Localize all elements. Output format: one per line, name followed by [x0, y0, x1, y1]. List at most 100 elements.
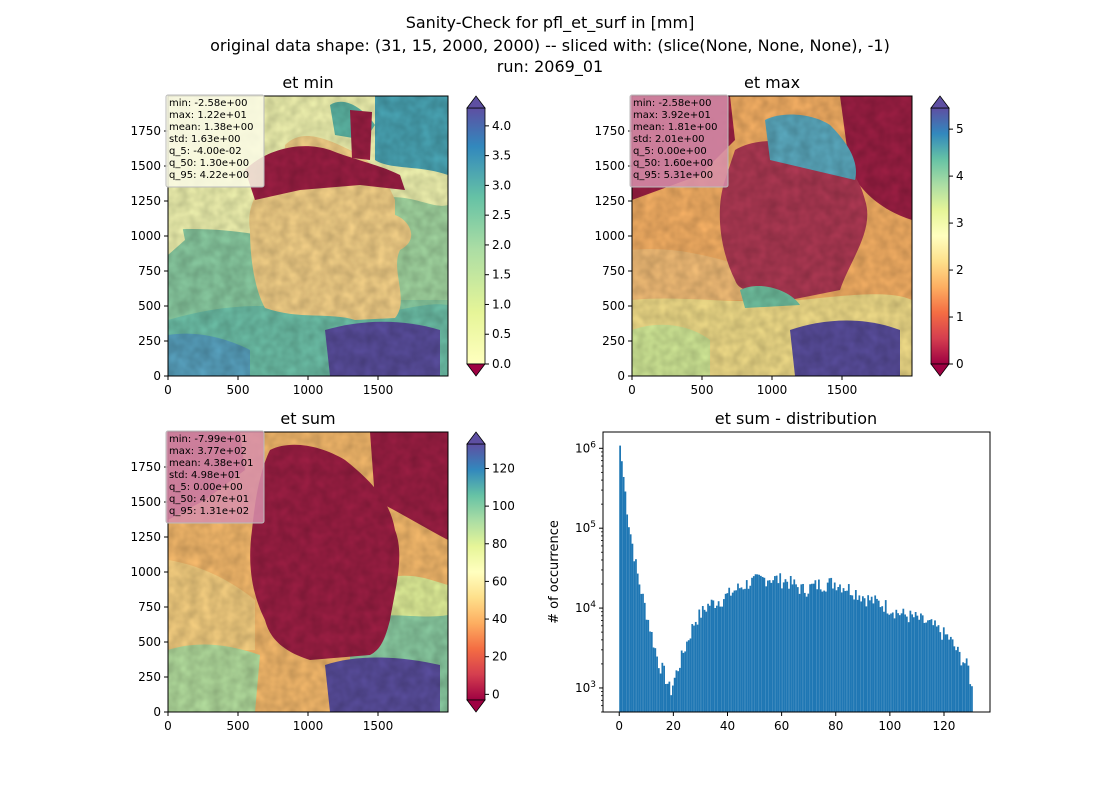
stats-line: q_5: -4.00e-02	[169, 146, 242, 157]
y-tick-label: 750	[602, 264, 625, 278]
stats-box	[629, 94, 729, 188]
histogram-bar	[679, 667, 681, 712]
histogram-bar	[923, 622, 926, 712]
y-tick-label: 1250	[130, 194, 161, 208]
stats-line: mean: 4.38e+01	[169, 458, 253, 469]
histogram-bar	[723, 599, 725, 712]
histogram-bar	[897, 613, 899, 712]
colorbar-tick-label: 2.0	[492, 238, 511, 252]
histogram-bar	[714, 608, 716, 712]
histogram-bar	[647, 619, 650, 712]
y-tick-label: 105	[575, 520, 596, 535]
histogram-bar	[626, 514, 629, 712]
histogram-bar	[738, 588, 741, 712]
histogram-bar	[719, 606, 722, 712]
histogram-bar	[962, 662, 965, 712]
histogram-bar	[744, 588, 746, 712]
histogram-bar	[693, 625, 695, 712]
histogram-bar	[881, 606, 884, 712]
y-tick-label: 1000	[130, 565, 161, 579]
colorbar-tick-label: 80	[492, 537, 507, 551]
histogram-bar	[888, 614, 891, 712]
histogram-bar	[861, 596, 864, 712]
histogram-bar	[737, 583, 739, 712]
histogram-bar	[946, 634, 949, 712]
histogram-bar	[707, 603, 709, 712]
histogram-bar	[955, 650, 957, 712]
histogram-bar	[633, 561, 636, 712]
histogram-bar	[958, 651, 961, 712]
histogram-bar	[956, 646, 959, 712]
histogram-bar	[800, 584, 803, 712]
panel-title: et max	[744, 73, 800, 92]
histogram-bar	[793, 579, 796, 712]
histogram-bar	[825, 591, 827, 712]
histogram-bar	[964, 663, 966, 712]
figure-title: Sanity-Check for pfl_et_surf in [mm]	[405, 13, 695, 32]
x-tick-label: 1500	[363, 383, 394, 397]
colorbar-tick-label: 40	[492, 612, 507, 626]
histogram-bar	[772, 580, 775, 712]
histogram-bar	[775, 575, 778, 712]
histogram-bar	[796, 587, 799, 712]
histogram-bar	[918, 619, 921, 712]
histogram-bar	[883, 611, 885, 712]
colorbar-et-max	[930, 95, 950, 377]
histogram-bar	[670, 695, 673, 712]
histogram-bar	[788, 588, 790, 712]
histogram-bar	[907, 622, 910, 712]
histogram-bar	[715, 605, 718, 712]
histogram-bar	[735, 590, 738, 712]
histogram-bar	[818, 579, 820, 712]
histogram-bar	[810, 583, 813, 712]
x-tick-label: 0	[164, 383, 172, 397]
histogram-bar	[758, 574, 760, 712]
colorbar-tick-label: 1	[956, 310, 964, 324]
x-tick-label: 1000	[293, 383, 324, 397]
histogram-bar	[728, 587, 731, 712]
colorbar-tick-label: 3.0	[492, 178, 511, 192]
histogram-bar	[696, 624, 699, 712]
colorbar-et-min	[466, 95, 486, 377]
histogram-bar	[858, 595, 861, 712]
histogram-bar	[675, 670, 678, 712]
histogram-bar	[622, 476, 625, 712]
y-tick-label: 1500	[130, 159, 161, 173]
histogram-bar	[839, 584, 841, 712]
histogram-bar	[791, 584, 794, 712]
histogram-bar	[784, 579, 787, 712]
histogram-bar	[879, 607, 882, 712]
histogram-bar	[774, 576, 776, 712]
x-tick-label: 60	[774, 719, 789, 733]
histogram-bar	[684, 651, 687, 712]
colorbar-tick-label: 60	[492, 574, 507, 588]
colorbar-et-sum	[466, 431, 486, 713]
y-tick-label: 250	[138, 334, 161, 348]
histogram-bar	[798, 593, 801, 712]
histogram-bar	[708, 605, 711, 712]
histogram-bar	[913, 617, 915, 712]
x-tick-label: 1500	[827, 383, 858, 397]
histogram-bar	[677, 671, 680, 712]
histogram-bar	[905, 616, 908, 712]
stats-line: q_95: 5.31e+00	[633, 170, 713, 181]
histogram-bar	[853, 599, 855, 712]
stats-line: q_50: 1.60e+00	[633, 158, 713, 169]
histogram-bar	[747, 588, 750, 712]
colorbar-tick-label: 5	[956, 122, 964, 136]
histogram-bar	[909, 610, 912, 712]
histogram-bar	[833, 582, 836, 712]
colorbar-tick-label: 100	[492, 499, 515, 513]
stats-line: q_95: 4.22e+00	[169, 170, 249, 181]
histogram-bar	[865, 606, 868, 712]
stats-box	[165, 430, 265, 524]
histogram-bar	[816, 589, 819, 712]
colorbar-tick-label: 1.0	[492, 297, 511, 311]
stats-line: q_50: 4.07e+01	[169, 494, 249, 505]
histogram-bar	[673, 677, 676, 712]
y-tick-label: 0	[153, 369, 161, 383]
histogram-bar	[856, 599, 859, 712]
histogram-bar	[835, 590, 838, 712]
stats-line: min: -2.58e+00	[169, 98, 248, 109]
